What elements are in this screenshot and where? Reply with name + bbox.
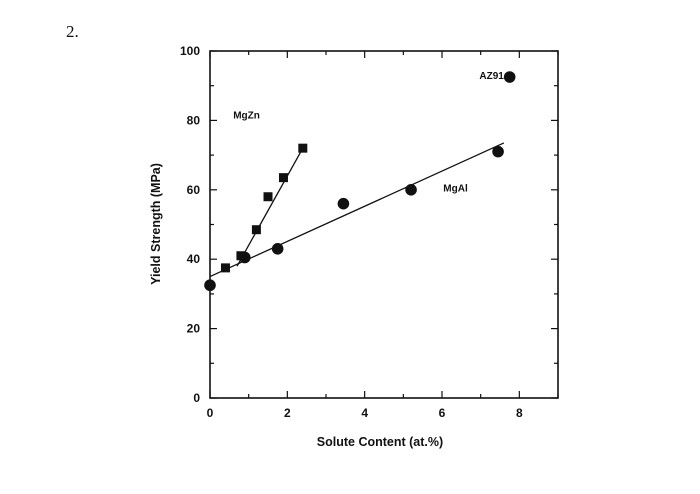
y-tick-label: 100 bbox=[180, 44, 200, 58]
mgal-point bbox=[337, 197, 350, 210]
az91-point bbox=[503, 71, 516, 83]
y-axis-title: Yield Strength (MPa) bbox=[149, 163, 163, 285]
mgal-point bbox=[271, 242, 284, 255]
mgzn-point bbox=[251, 225, 261, 235]
data-points bbox=[204, 71, 516, 292]
plot-frame bbox=[209, 50, 559, 399]
y-tick-label: 80 bbox=[187, 113, 201, 127]
x-tick-label: 0 bbox=[207, 406, 214, 420]
x-tick-label: 6 bbox=[439, 406, 446, 420]
mgal-point bbox=[204, 279, 216, 292]
mgzn-fit-line bbox=[236, 147, 304, 267]
question-number: 2. bbox=[66, 22, 79, 41]
mgzn-point bbox=[278, 173, 288, 183]
mgzn-point bbox=[298, 143, 308, 153]
y-tick-label: 60 bbox=[187, 183, 201, 197]
x-tick-label: 2 bbox=[284, 406, 291, 420]
mgal-point bbox=[239, 251, 251, 264]
fit-lines bbox=[209, 142, 505, 278]
mgzn-label: MgZn bbox=[233, 111, 260, 122]
mgzn-point bbox=[220, 263, 230, 273]
mgal-point bbox=[405, 184, 417, 196]
mgal-fit-line bbox=[209, 142, 505, 278]
series-labels: MgZn MgAl AZ91 bbox=[233, 71, 504, 195]
x-tick-label: 4 bbox=[361, 406, 368, 420]
mgal-label: MgAl bbox=[443, 184, 468, 195]
y-tick-label: 40 bbox=[187, 252, 201, 266]
x-axis-title: Solute Content (at.%) bbox=[317, 435, 443, 449]
mgal-point bbox=[492, 145, 504, 158]
y-tick-label: 20 bbox=[187, 322, 201, 336]
x-tick-label: 8 bbox=[516, 406, 523, 420]
y-tick-label: 0 bbox=[193, 391, 200, 405]
az91-label: AZ91 bbox=[479, 71, 504, 82]
mgzn-point bbox=[263, 192, 273, 202]
